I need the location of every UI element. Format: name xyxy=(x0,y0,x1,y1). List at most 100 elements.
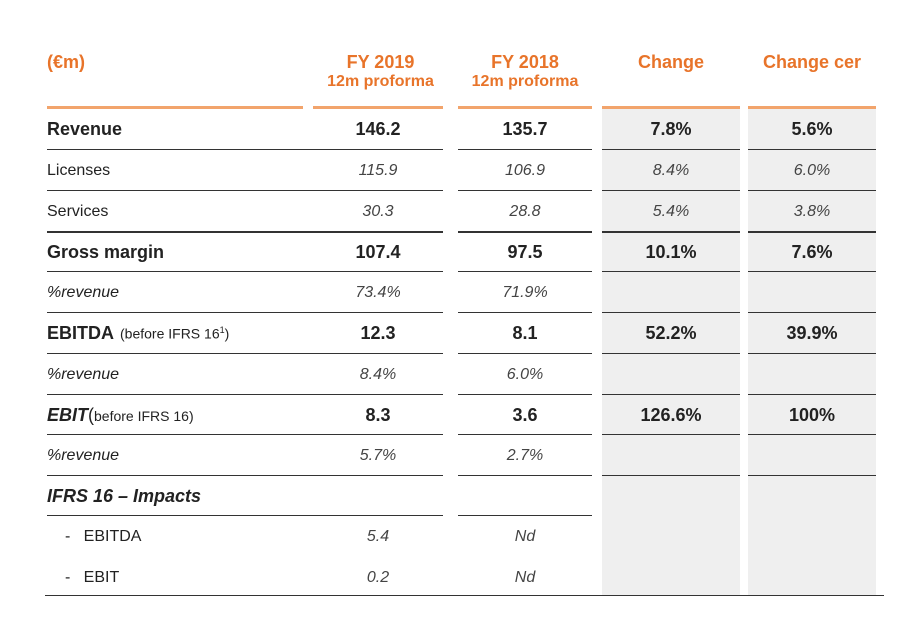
change-value: 10.1% xyxy=(645,242,697,262)
row-separator xyxy=(47,271,443,272)
row-label: - EBITDA xyxy=(65,527,142,545)
row-separator xyxy=(458,434,592,435)
row-separator xyxy=(458,149,592,150)
change-value: 52.2% xyxy=(645,323,697,343)
row-separator xyxy=(458,515,592,516)
fy2018-value: 135.7 xyxy=(502,119,548,139)
fy2018-value: Nd xyxy=(514,568,536,586)
fy2019-value: 5.4 xyxy=(366,527,390,545)
row-separator xyxy=(602,475,740,476)
table-bottom-border xyxy=(45,595,884,596)
row-label-note: before IFRS 16) xyxy=(94,407,194,424)
row-separator xyxy=(458,271,592,272)
fy2019-value: 0.2 xyxy=(366,568,390,586)
fy2018-value: 97.5 xyxy=(507,242,543,262)
row-separator xyxy=(602,394,740,395)
change-cer-value: 6.0% xyxy=(793,161,831,179)
row-separator xyxy=(47,394,443,395)
fy2018-value: 28.8 xyxy=(509,202,541,220)
header-underline-fy2018 xyxy=(458,106,592,109)
header-underline-change xyxy=(602,106,740,109)
row-separator xyxy=(602,434,740,435)
row-separator xyxy=(458,190,592,191)
row-label: %revenue xyxy=(47,283,120,301)
change-cer-value: 39.9% xyxy=(786,323,838,343)
fy2019-value: 107.4 xyxy=(355,242,401,262)
fy2018-value: Nd xyxy=(514,527,536,545)
row-separator xyxy=(748,434,876,435)
row-label-text: EBIT xyxy=(47,405,89,425)
change-value: 8.4% xyxy=(652,161,690,179)
change-value: 7.8% xyxy=(650,119,692,139)
change-value: 5.4% xyxy=(652,202,690,220)
fy2018-value: 6.0% xyxy=(506,365,544,383)
header-underline-fy2019 xyxy=(313,106,443,109)
fy2019-value: 12.3 xyxy=(360,323,396,343)
row-separator xyxy=(458,394,592,395)
fy2019-value: 8.4% xyxy=(359,365,397,383)
fy2018-value: 71.9% xyxy=(502,283,548,301)
note-text: (before IFRS 16 xyxy=(120,325,220,342)
row-label: %revenue xyxy=(47,365,120,383)
change-cer-value: 7.6% xyxy=(791,242,833,262)
row-separator xyxy=(748,190,876,191)
row-label: EBITDA (before IFRS 161) xyxy=(47,313,303,354)
row-separator xyxy=(602,190,740,191)
row-separator xyxy=(458,475,592,476)
change-cer-value: 5.6% xyxy=(791,119,833,139)
row-label: Services xyxy=(47,202,109,220)
row-label-paren: ( xyxy=(88,405,95,425)
fy2019-value: 8.3 xyxy=(365,405,391,425)
row-label: EBIT (before IFRS 16) xyxy=(47,395,303,436)
fy2019-value: 5.7% xyxy=(359,446,397,464)
row-separator xyxy=(47,475,443,476)
column-header-fy2018: FY 2018 12m proforma xyxy=(471,52,579,90)
row-label: %revenue xyxy=(47,446,120,464)
fy2018-value: 3.6 xyxy=(512,405,538,425)
row-separator xyxy=(47,353,443,354)
row-separator xyxy=(47,312,443,313)
change-value: 126.6% xyxy=(640,405,702,425)
row-separator xyxy=(47,434,443,435)
row-separator xyxy=(47,149,443,150)
footnote-marker: 1 xyxy=(219,325,225,336)
fy2019-value: 115.9 xyxy=(358,161,398,179)
row-separator xyxy=(47,515,443,516)
row-separator xyxy=(748,231,876,233)
row-label: - EBIT xyxy=(65,568,120,586)
column-header-fy2019: FY 2019 12m proforma xyxy=(327,52,434,90)
fy2019-value: 30.3 xyxy=(362,202,394,220)
row-label: Revenue xyxy=(47,119,123,139)
row-separator xyxy=(748,475,876,476)
unit-header: (€m) xyxy=(47,52,86,72)
row-label-note: (before IFRS 161) xyxy=(120,325,229,342)
fy2019-value: 146.2 xyxy=(355,119,401,139)
row-separator xyxy=(748,394,876,395)
row-separator xyxy=(47,231,443,233)
row-label-text: EBITDA xyxy=(47,323,114,343)
row-separator xyxy=(748,312,876,313)
row-separator xyxy=(602,312,740,313)
note-end: ) xyxy=(224,325,230,342)
header-underline-label xyxy=(47,106,303,109)
header-underline-change-cer xyxy=(748,106,876,109)
fy2018-value: 2.7% xyxy=(506,446,544,464)
row-separator xyxy=(458,312,592,313)
row-separator xyxy=(602,231,740,233)
row-separator xyxy=(458,231,592,233)
fy2019-value: 73.4% xyxy=(355,283,401,301)
fy2018-value: 8.1 xyxy=(512,323,538,343)
row-separator xyxy=(602,149,740,150)
row-separator xyxy=(602,271,740,272)
change-cer-value: 100% xyxy=(788,405,836,425)
fy2018-value: 106.9 xyxy=(504,161,546,179)
column-header-change: Change xyxy=(637,52,704,72)
row-label: Gross margin xyxy=(47,242,165,262)
row-label: Licenses xyxy=(47,161,111,179)
column-header-change-cer: Change cer xyxy=(762,52,862,72)
row-separator xyxy=(47,190,443,191)
row-label: IFRS 16 – Impacts xyxy=(47,486,202,506)
row-separator xyxy=(748,271,876,272)
change-cer-value: 3.8% xyxy=(793,202,831,220)
row-separator xyxy=(602,353,740,354)
